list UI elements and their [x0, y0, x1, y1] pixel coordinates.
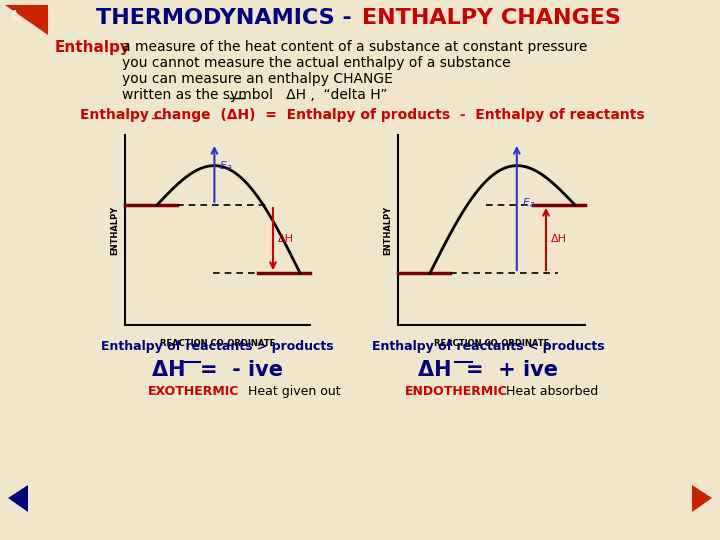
- Text: ΔH  =  + ive: ΔH = + ive: [418, 360, 558, 380]
- Text: ENTHALPY: ENTHALPY: [384, 205, 392, 255]
- Text: written as the symbol   ΔH ,  “delta H”: written as the symbol ΔH , “delta H”: [122, 88, 387, 102]
- Text: Enthalpy: Enthalpy: [55, 40, 131, 55]
- Polygon shape: [5, 5, 48, 35]
- Text: Bit: Bit: [12, 16, 19, 21]
- Text: ΔH  =  - ive: ΔH = - ive: [151, 360, 282, 380]
- Text: ENTHALPY CHANGES: ENTHALPY CHANGES: [362, 8, 621, 28]
- Text: E$_a$: E$_a$: [220, 159, 233, 173]
- Text: you can measure an enthalpy CHANGE: you can measure an enthalpy CHANGE: [122, 72, 393, 86]
- Text: Heat given out: Heat given out: [248, 385, 341, 398]
- Polygon shape: [692, 485, 712, 512]
- Text: ΔH: ΔH: [551, 234, 567, 244]
- Text: ENTHALPY: ENTHALPY: [110, 205, 120, 255]
- Polygon shape: [8, 485, 28, 512]
- Text: a measure of the heat content of a substance at constant pressure: a measure of the heat content of a subst…: [122, 40, 588, 54]
- Text: Enthalpy change  (ΔH)  =  Enthalpy of products  -  Enthalpy of reactants: Enthalpy change (ΔH) = Enthalpy of produ…: [80, 108, 644, 122]
- Text: Heat absorbed: Heat absorbed: [506, 385, 598, 398]
- Text: Enthalpy of reactants > products: Enthalpy of reactants > products: [101, 340, 333, 353]
- Text: EXOTHERMIC: EXOTHERMIC: [148, 385, 239, 398]
- Text: ΔH: ΔH: [278, 234, 294, 244]
- Text: A: A: [12, 10, 17, 16]
- Text: E$_a$: E$_a$: [522, 196, 535, 210]
- Text: REACTION CO-ORDINATE: REACTION CO-ORDINATE: [434, 339, 549, 348]
- Text: Enthalpy of reactants < products: Enthalpy of reactants < products: [372, 340, 604, 353]
- Text: you cannot measure the actual enthalpy of a substance: you cannot measure the actual enthalpy o…: [122, 56, 510, 70]
- Text: ENDOTHERMIC: ENDOTHERMIC: [405, 385, 508, 398]
- Text: THERMODYNAMICS -: THERMODYNAMICS -: [96, 8, 360, 28]
- Text: REACTION CO-ORDINATE: REACTION CO-ORDINATE: [160, 339, 275, 348]
